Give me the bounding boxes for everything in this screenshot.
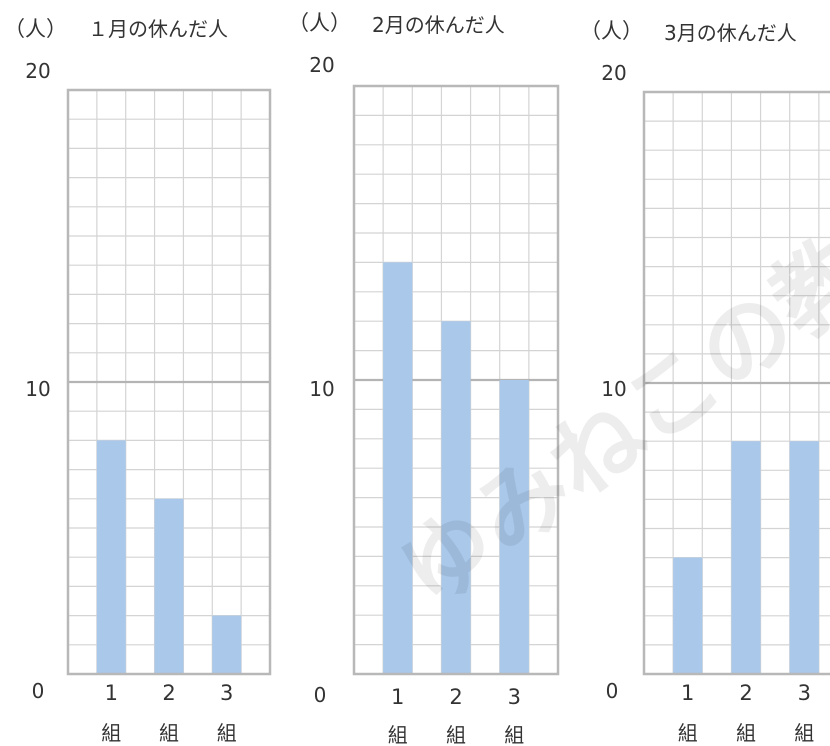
y-tick-label-zero: 0: [606, 679, 619, 703]
chart-1: 20 10 0 （人） １月の休んだ人 1 組 2 組 3 組: [4, 17, 272, 745]
x-tick-suffix: 組: [678, 721, 698, 745]
y-tick-label-top: 20: [309, 53, 334, 77]
bar-class-2: [441, 321, 471, 674]
x-tick-suffix: 組: [446, 723, 466, 746]
x-tick-label: 2: [449, 685, 462, 709]
bar-class-2: [731, 441, 761, 674]
chart-title: １月の休んだ人: [88, 17, 228, 41]
chart-frame: [66, 88, 272, 676]
chart-title: 3月の休んだ人: [664, 21, 797, 45]
y-tick-label-top: 20: [25, 59, 50, 83]
bar-class-1: [96, 440, 126, 674]
x-tick-label: 1: [105, 681, 118, 705]
x-tick-label: 1: [391, 685, 404, 709]
x-tick-suffix: 組: [736, 721, 756, 745]
y-tick-label-zero: 0: [32, 679, 45, 703]
x-tick-label: 2: [739, 681, 752, 705]
bar-class-3: [212, 615, 242, 674]
chart-frame: [352, 84, 560, 676]
y-unit-label: （人）: [580, 19, 643, 43]
x-tick-label: 1: [681, 681, 694, 705]
x-tick-label: 3: [798, 681, 811, 705]
y-unit-label: （人）: [288, 11, 351, 35]
bar-class-3: [499, 380, 529, 674]
x-tick-suffix: 組: [159, 721, 179, 745]
x-tick-suffix: 組: [101, 721, 121, 745]
chart-title: 2月の休んだ人: [372, 13, 505, 37]
chart-3: 20 10 0 （人） 3月の休んだ人 1 組 2 組 3 組: [580, 19, 830, 745]
chart-frame: [642, 90, 830, 676]
y-unit-label: （人）: [4, 17, 67, 41]
x-tick-suffix: 組: [388, 723, 408, 746]
x-tick-label: 2: [162, 681, 175, 705]
chart-2: 20 10 0 （人） 2月の休んだ人 1 組 2 組 3 組: [288, 11, 560, 746]
bar-class-1: [383, 262, 413, 674]
x-tick-suffix: 組: [794, 721, 814, 745]
y-tick-label-mid: 10: [25, 377, 50, 401]
y-tick-label-mid: 10: [601, 377, 626, 401]
x-tick-suffix: 組: [217, 721, 237, 745]
y-tick-label-top: 20: [601, 61, 626, 85]
x-tick-label: 3: [508, 685, 521, 709]
bar-class-3: [789, 441, 819, 674]
y-tick-label-zero: 0: [314, 683, 327, 707]
x-tick-label: 3: [220, 681, 233, 705]
bar-class-2: [154, 498, 184, 674]
x-tick-suffix: 組: [504, 723, 524, 746]
y-tick-label-mid: 10: [309, 377, 334, 401]
bar-class-1: [673, 557, 703, 674]
